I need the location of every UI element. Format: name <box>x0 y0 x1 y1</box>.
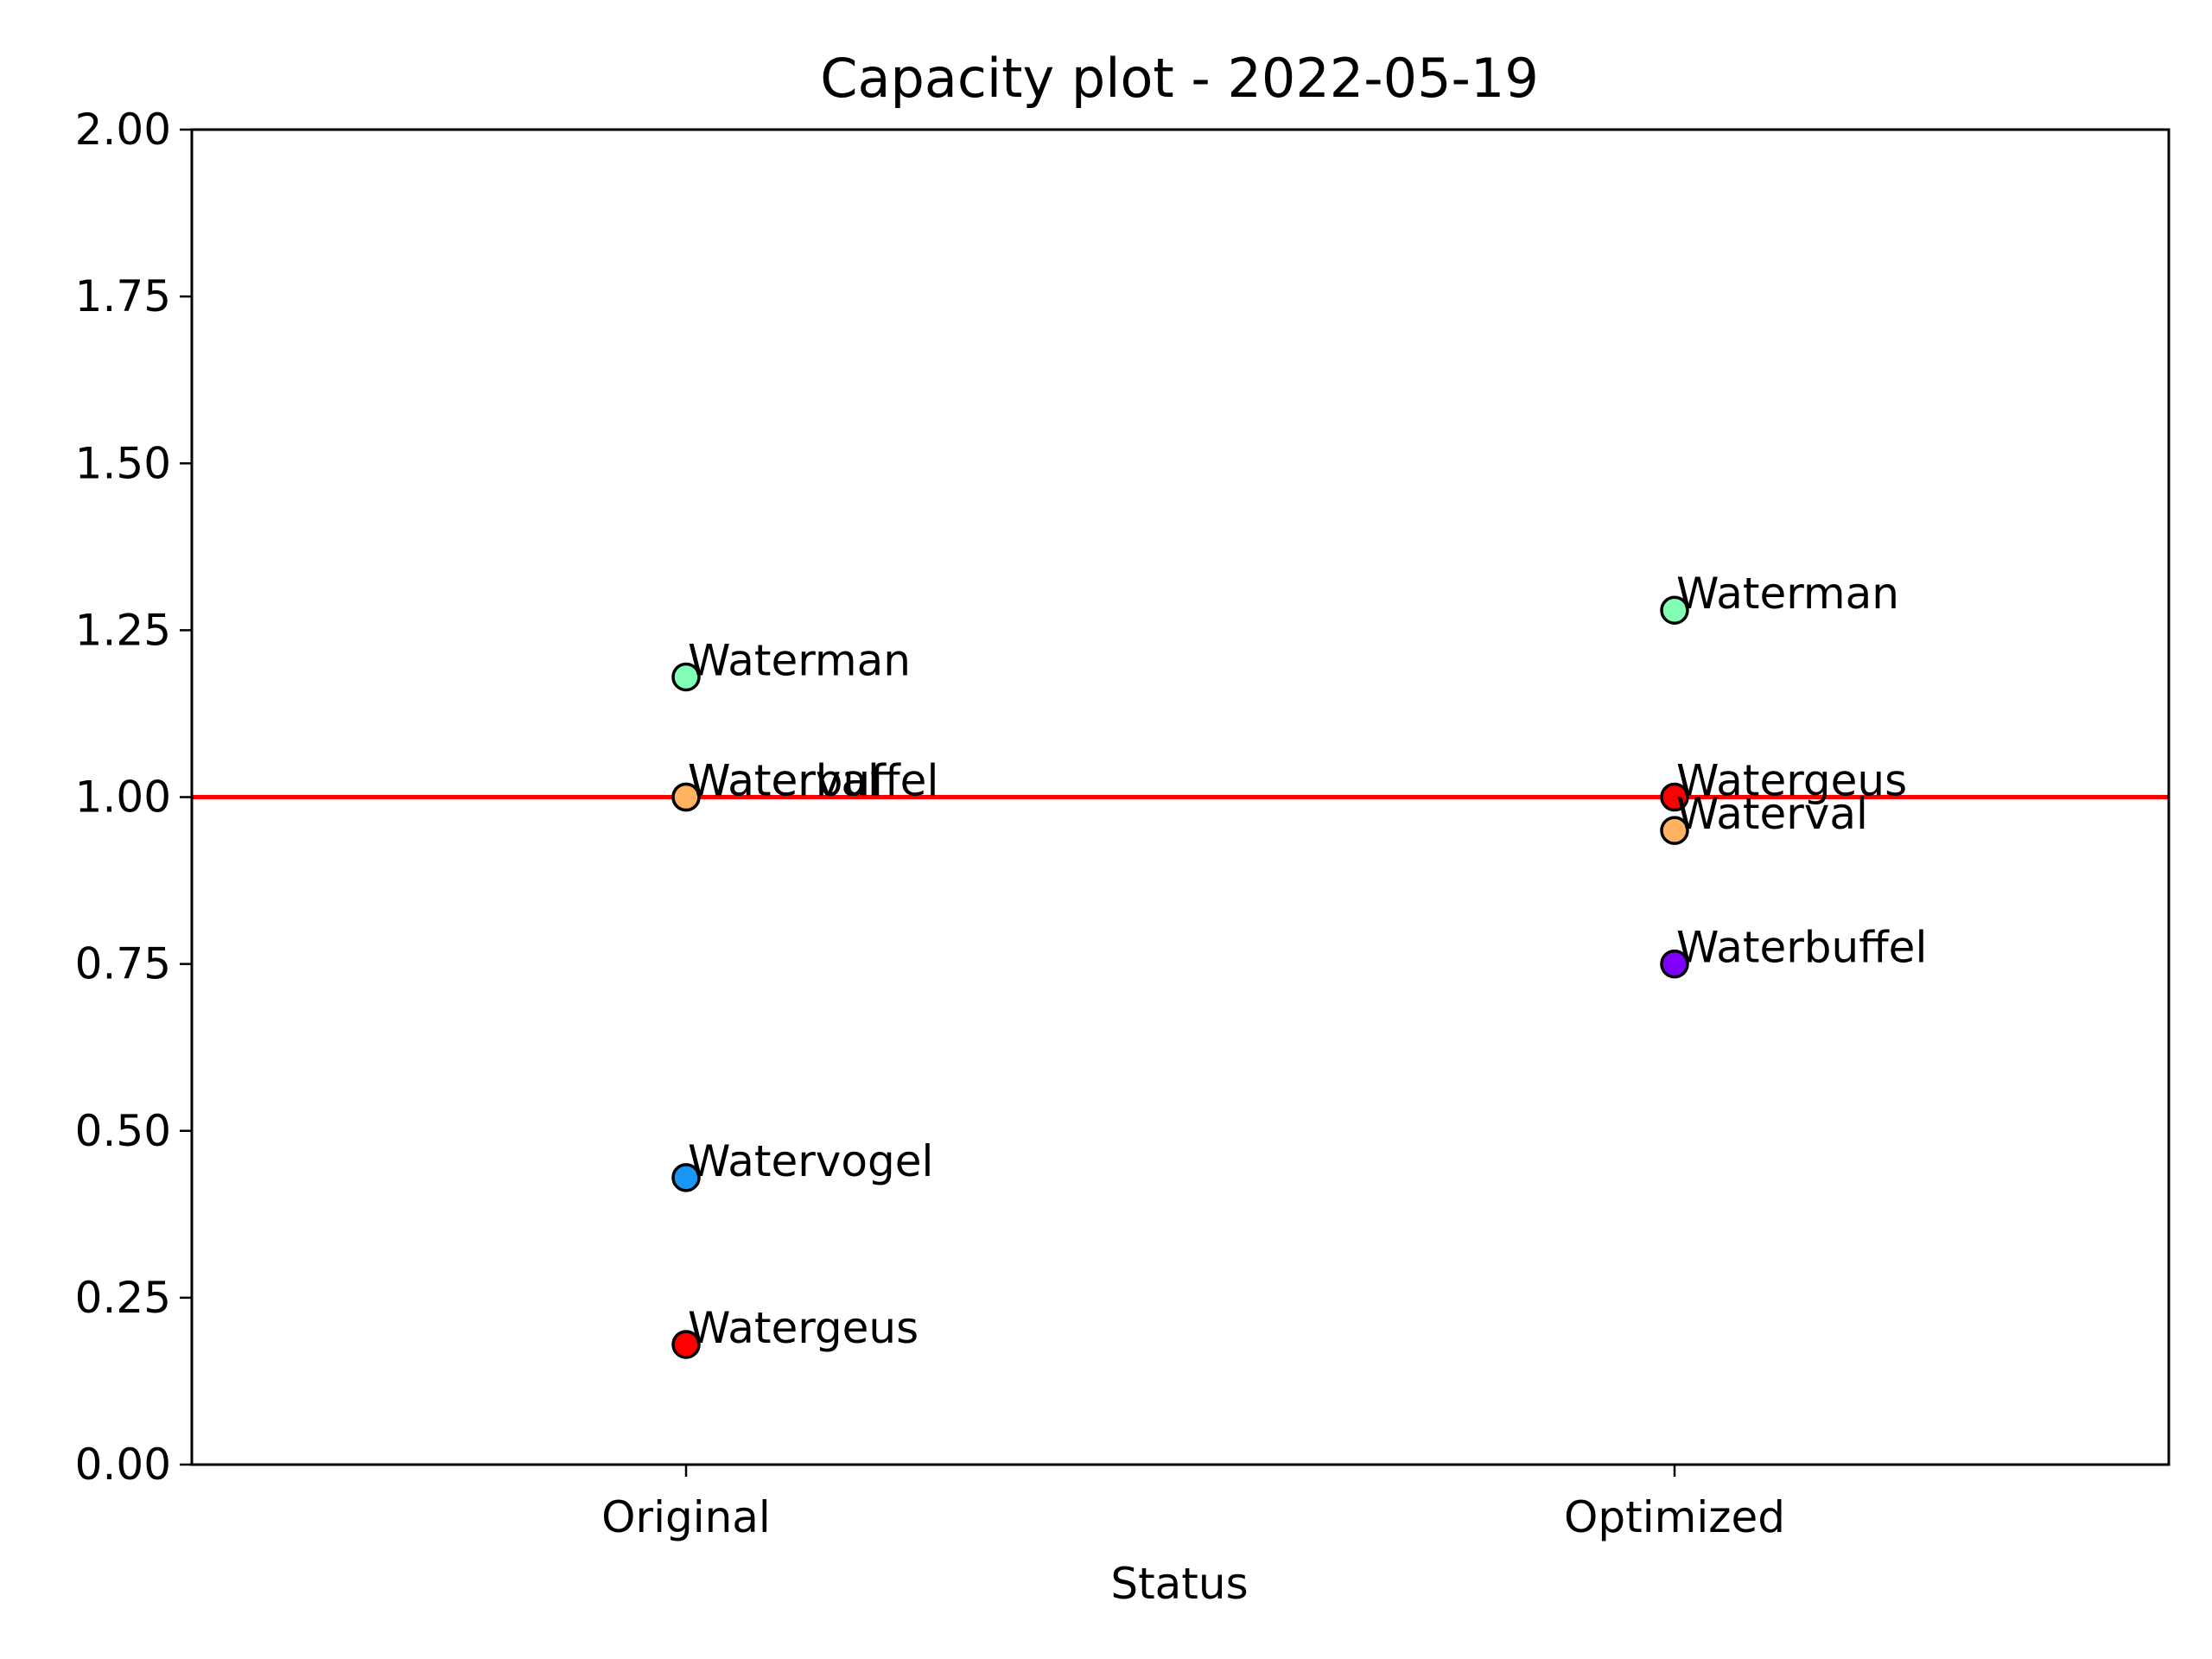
x-tick-label: Optimized <box>1564 1492 1785 1542</box>
y-tick-label: 1.00 <box>75 772 171 823</box>
point-label: Waterman <box>688 635 911 685</box>
point-label: Waterval <box>1676 789 1868 839</box>
y-tick-label: 2.00 <box>75 105 171 155</box>
data-point <box>671 782 701 812</box>
y-axis: 0.00 0.25 0.50 0.75 1.00 1.25 1.50 1.75 2.00 <box>75 105 192 1490</box>
y-tick-label: 1.25 <box>75 605 171 655</box>
y-tick-label: 0.00 <box>75 1440 171 1490</box>
x-axis-label: Status <box>1110 1559 1248 1609</box>
point-label: Watergeus <box>1676 756 1907 806</box>
x-axis: Original Optimized <box>601 1465 1785 1542</box>
point-label: Waterbuffel <box>1676 923 1927 973</box>
point-label: Watergeus <box>688 1303 918 1353</box>
data-point <box>671 662 701 692</box>
data-point <box>671 1163 701 1192</box>
y-tick-label: 1.50 <box>75 438 171 488</box>
data-points <box>671 595 1689 1359</box>
y-tick-label: 0.50 <box>75 1106 171 1156</box>
data-point <box>1660 782 1689 812</box>
y-tick-label: 0.75 <box>75 939 171 989</box>
point-label: Waterbuffel <box>688 756 938 806</box>
x-tick-label: Original <box>601 1492 771 1542</box>
y-tick-label: 0.25 <box>75 1273 171 1323</box>
data-point <box>1660 816 1689 845</box>
data-point <box>671 1330 701 1359</box>
y-tick-label: 1.75 <box>75 271 171 321</box>
point-label: Waterman <box>1676 569 1899 619</box>
point-label: Waterval <box>688 756 880 806</box>
data-point <box>1660 949 1689 979</box>
chart-title: Capacity plot - 2022-05-19 <box>820 47 1539 110</box>
point-label: Watervogel <box>688 1136 933 1186</box>
data-point <box>1660 595 1689 625</box>
point-labels: WatermanWaterbuffelWatervalWatervogelWat… <box>688 569 1927 1353</box>
